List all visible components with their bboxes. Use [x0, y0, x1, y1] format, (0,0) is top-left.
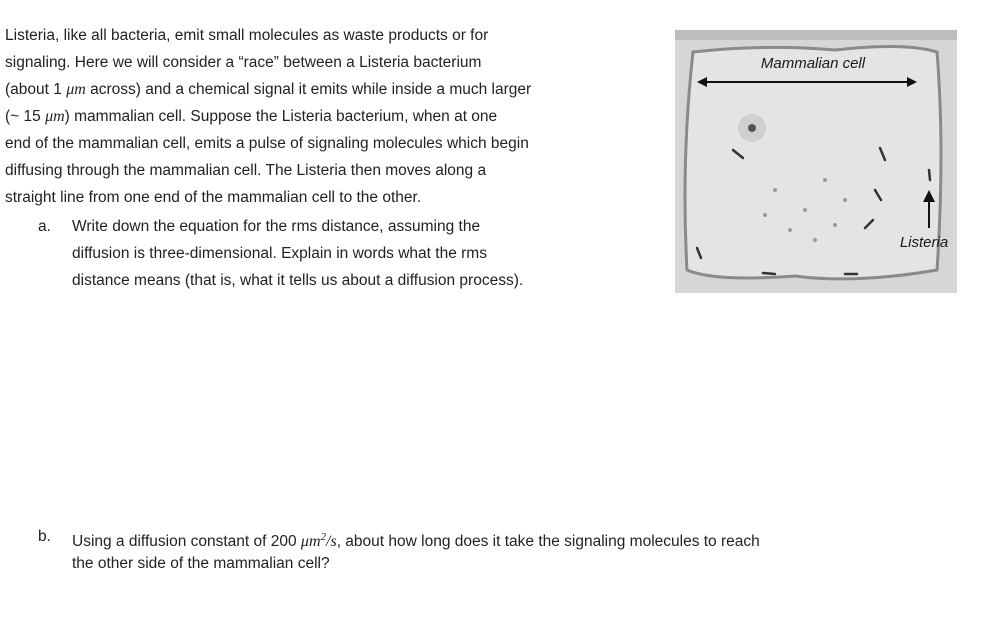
- text: Listeria, like all bacteria, emit small …: [5, 27, 489, 44]
- cell-figure: Mammalian cell Listeria: [675, 30, 957, 293]
- text-line: diffusing through the mammalian cell. Th…: [5, 161, 486, 181]
- text-line: end of the mammalian cell, emits a pulse…: [5, 134, 529, 154]
- text-line: Using a diffusion constant of 200 μm2/s,…: [72, 527, 760, 552]
- text-line: (~ 15 μm) mammalian cell. Suppose the Li…: [5, 107, 497, 127]
- text-line: Write down the equation for the rms dist…: [72, 217, 480, 237]
- text: (about 1: [5, 81, 67, 98]
- text-line: signaling. Here we will consider a “race…: [5, 53, 481, 73]
- math: μm: [66, 81, 86, 98]
- text: ) mammalian cell. Suppose the Listeria b…: [64, 108, 498, 125]
- text: Write down the equation for the rms dist…: [72, 218, 481, 235]
- text: signaling. Here we will consider a “race…: [5, 54, 482, 71]
- text-line: straight line from one end of the mammal…: [5, 188, 421, 208]
- figure-label: Mammalian cell: [761, 55, 866, 72]
- text: , about how long does it take the signal…: [336, 533, 760, 550]
- text-line: the other side of the mammalian cell?: [72, 554, 330, 574]
- list-marker: a.: [38, 218, 51, 235]
- text-line: distance means (that is, what it tells u…: [72, 271, 523, 291]
- list-marker: b.: [38, 528, 51, 545]
- text: end of the mammalian cell, emits a pulse…: [5, 135, 529, 152]
- math: 2: [320, 531, 327, 543]
- text-line: Listeria, like all bacteria, emit small …: [5, 26, 488, 46]
- text: diffusing through the mammalian cell. Th…: [5, 162, 487, 179]
- text: distance means (that is, what it tells u…: [72, 272, 524, 289]
- figure-label: Listeria: [900, 234, 948, 251]
- text: across) and a chemical signal it emits w…: [85, 81, 532, 98]
- math: μm: [45, 108, 65, 125]
- text: straight line from one end of the mammal…: [5, 189, 422, 206]
- text: (~ 15: [5, 108, 46, 125]
- text: Using a diffusion constant of 200: [72, 533, 301, 550]
- text-line: diffusion is three-dimensional. Explain …: [72, 244, 487, 264]
- math: /s: [326, 533, 337, 550]
- text-line: (about 1 μm across) and a chemical signa…: [5, 80, 531, 100]
- math: μm: [300, 533, 321, 550]
- text: diffusion is three-dimensional. Explain …: [72, 245, 487, 262]
- text: the other side of the mammalian cell?: [72, 555, 330, 572]
